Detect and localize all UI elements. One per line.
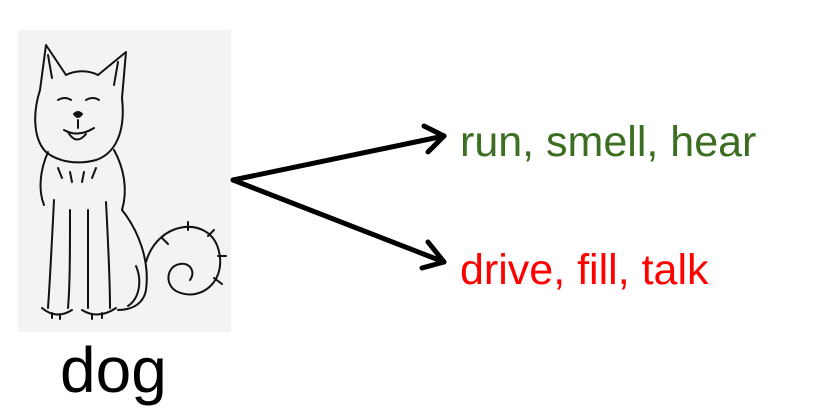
arrowhead-negative-icon	[419, 239, 447, 271]
arrow-to-positive	[230, 133, 447, 183]
dog-image	[18, 30, 231, 332]
positive-outcome-text: run, smell, hear	[460, 118, 757, 166]
arrow-to-negative	[230, 177, 447, 265]
dog-icon	[34, 44, 227, 320]
subject-label: dog	[60, 334, 167, 406]
arrowhead-positive-icon	[421, 123, 447, 155]
negative-outcome-text: drive, fill, talk	[460, 246, 709, 294]
